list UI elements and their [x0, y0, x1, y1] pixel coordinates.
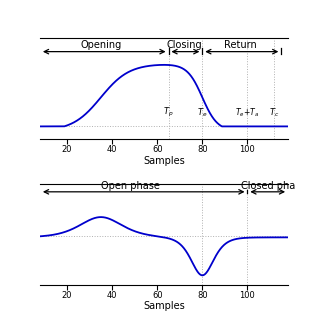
Text: Closed pha: Closed pha [241, 181, 295, 191]
X-axis label: Samples: Samples [143, 301, 185, 311]
Text: $T_e$: $T_e$ [197, 107, 208, 119]
Text: $T_p$: $T_p$ [163, 106, 174, 119]
Text: $T_c$: $T_c$ [269, 107, 280, 119]
Text: Opening: Opening [80, 40, 122, 50]
Text: Return: Return [224, 40, 257, 50]
Text: Closing: Closing [166, 40, 202, 50]
X-axis label: Samples: Samples [143, 156, 185, 166]
Text: $T_e$$+$$T_a$: $T_e$$+$$T_a$ [235, 107, 260, 119]
Text: Open phase: Open phase [101, 181, 160, 191]
